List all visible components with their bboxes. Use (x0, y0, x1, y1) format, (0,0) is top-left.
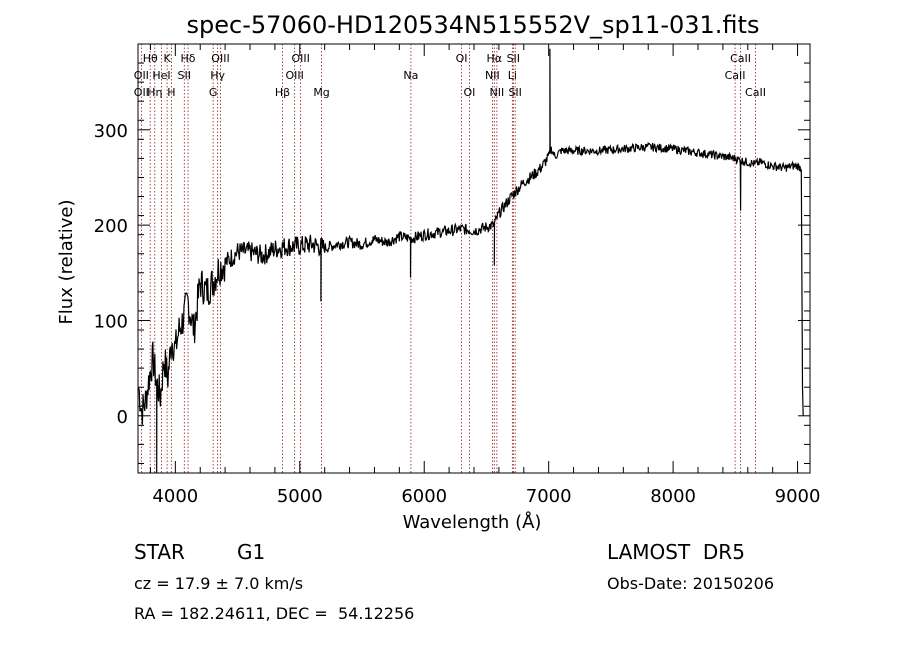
y-tick-label: 100 (94, 311, 128, 332)
line-label: HeI (152, 69, 170, 82)
obs-date: Obs-Date: 20150206 (607, 574, 775, 593)
emission-line-labels: Hθ K Hδ OIII OIII OI Hα SII CaII OII HeI SII Hγ OIII N… (134, 52, 766, 99)
x-axis-label: Wavelength (Å) (403, 511, 542, 533)
x-axis-ticks: 4000 5000 6000 7000 8000 9000 (149, 44, 821, 507)
line-label: OI (463, 86, 475, 99)
redshift-cz: cz = 17.9 ± 7.0 km/s (134, 574, 304, 593)
line-label: SII (178, 69, 191, 82)
subclass: G1 (237, 540, 266, 564)
line-label: Hβ (275, 86, 290, 99)
emission-line-markers (140, 44, 756, 473)
x-tick-label: 7000 (526, 486, 572, 507)
y-tick-label: 200 (94, 216, 128, 237)
line-label: OIII (285, 69, 303, 82)
object-type: STAR (134, 540, 185, 564)
line-label: Hη (147, 86, 162, 99)
y-tick-label: 0 (117, 407, 128, 428)
line-label: NII (485, 69, 500, 82)
line-label: OIII (291, 52, 309, 65)
x-tick-label: 4000 (152, 486, 198, 507)
line-label: Li (508, 69, 517, 82)
line-label: H (167, 86, 175, 99)
line-label: K (164, 52, 172, 65)
x-tick-label: 6000 (401, 486, 447, 507)
line-label: G (209, 86, 218, 99)
survey-label: LAMOST DR5 (607, 540, 745, 564)
x-tick-label: 5000 (277, 486, 323, 507)
y-tick-label: 300 (94, 121, 128, 142)
line-label: SII (507, 52, 520, 65)
line-label: CaII (725, 69, 746, 82)
line-label: Hθ (143, 52, 158, 65)
x-tick-label: 9000 (775, 486, 821, 507)
y-axis-label: Flux (relative) (56, 199, 77, 324)
chart-title: spec-57060-HD120534N515552V_sp11-031.fit… (187, 11, 760, 39)
spectrum-line (138, 48, 804, 474)
line-label: Hδ (181, 52, 196, 65)
line-label: SII (508, 86, 521, 99)
line-label: CaII (745, 86, 766, 99)
y-axis-ticks: 0 100 200 300 (94, 62, 810, 464)
line-label: OIII (211, 52, 229, 65)
line-label: Na (403, 69, 418, 82)
coordinates: RA = 182.24611, DEC = 54.12256 (134, 604, 415, 623)
line-label: NII (490, 86, 505, 99)
line-label: CaII (730, 52, 751, 65)
line-label: Mg (313, 86, 329, 99)
line-label: Hγ (210, 69, 225, 82)
line-label: Hα (487, 52, 503, 65)
x-tick-label: 8000 (650, 486, 696, 507)
line-label: OI (456, 52, 468, 65)
line-label: OII (134, 69, 149, 82)
